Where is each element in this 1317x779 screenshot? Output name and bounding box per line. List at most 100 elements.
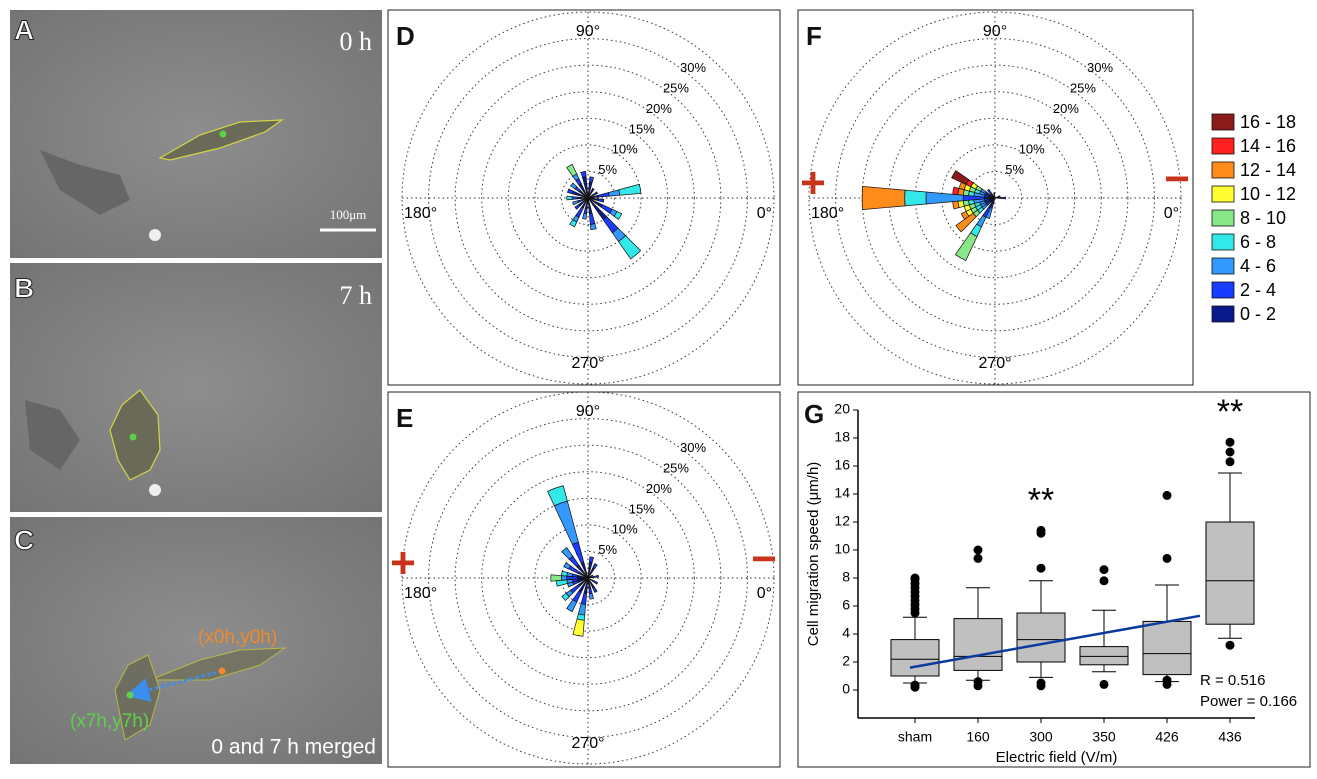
r-tick-label: 5%	[598, 162, 617, 177]
r-tick-label: 20%	[646, 481, 672, 496]
legend-label: 8 - 10	[1240, 208, 1286, 228]
flier	[974, 554, 983, 563]
box	[1206, 522, 1254, 624]
wedge	[952, 171, 969, 185]
wedge	[598, 192, 609, 197]
r-tick-label: 20%	[1053, 101, 1079, 116]
wedge	[618, 236, 640, 259]
legend-label: 16 - 18	[1240, 112, 1296, 132]
micrograph	[10, 263, 382, 512]
wedge	[573, 201, 579, 205]
angle-label: 270°	[571, 355, 604, 372]
r-tick-label: 30%	[1087, 60, 1113, 75]
wedge	[562, 571, 568, 576]
debris	[149, 229, 161, 241]
x-tick-label: sham	[898, 729, 932, 745]
y-tick-label: 10	[834, 541, 850, 557]
legend-swatch	[1212, 258, 1234, 274]
wedge	[589, 213, 594, 224]
significance: **	[1028, 481, 1054, 519]
wedge	[572, 197, 577, 200]
flier	[1226, 438, 1235, 447]
x-tick-label: 160	[966, 729, 990, 745]
r-tick-label: 30%	[680, 440, 706, 455]
box	[1080, 647, 1128, 665]
stat-label: Power = 0.166	[1200, 693, 1297, 710]
legend-swatch	[1212, 162, 1234, 178]
x-axis-label: Electric field (V/m)	[996, 749, 1118, 766]
end-label: (x7h,y7h)	[70, 711, 149, 732]
y-tick-label: 8	[842, 569, 850, 585]
y-tick-label: 16	[834, 457, 850, 473]
angle-label: 90°	[576, 403, 600, 420]
panel-label: F	[806, 21, 822, 51]
wedge	[592, 587, 597, 593]
y-tick-label: 18	[834, 429, 850, 445]
legend-label: 14 - 16	[1240, 136, 1296, 156]
wedge	[567, 189, 573, 194]
flier	[1100, 565, 1109, 574]
wedge	[567, 164, 577, 176]
flier	[1037, 564, 1046, 573]
legend-label: 2 - 4	[1240, 280, 1276, 300]
r-tick-label: 5%	[1005, 162, 1024, 177]
legend-swatch	[1212, 234, 1234, 250]
legend-swatch	[1212, 282, 1234, 298]
start-label: (x0h,y0h)	[198, 627, 277, 648]
start-point	[219, 668, 226, 675]
micrograph	[10, 10, 382, 258]
angle-label: 270°	[571, 735, 604, 752]
legend-label: 12 - 14	[1240, 160, 1296, 180]
box	[954, 619, 1002, 671]
panel-c: (x0h,y0h) (x7h,y7h) 0 and 7 h merged C	[10, 517, 382, 764]
flier	[911, 574, 920, 583]
wedge	[581, 172, 586, 178]
wedge	[609, 190, 620, 196]
x-tick-label: 350	[1092, 729, 1116, 745]
caption: 0 and 7 h merged	[211, 736, 376, 759]
wedge	[590, 224, 596, 230]
wedge	[554, 501, 578, 544]
wedge	[575, 204, 581, 209]
wedge	[955, 233, 977, 261]
angle-label: 0°	[757, 585, 772, 602]
time-label: 0 h	[340, 27, 373, 56]
time-label: 7 h	[340, 281, 373, 310]
flier	[1100, 576, 1109, 585]
pole-sign: −	[1164, 155, 1190, 204]
panel-label: E	[396, 403, 413, 433]
r-tick-label: 25%	[663, 81, 689, 96]
legend-label: 10 - 12	[1240, 184, 1296, 204]
r-tick-label: 15%	[629, 501, 655, 516]
r-tick-label: 15%	[629, 121, 655, 136]
y-tick-label: 4	[842, 625, 850, 641]
wedge	[589, 588, 592, 594]
flier	[974, 677, 983, 686]
wedge	[592, 192, 597, 196]
flier	[1100, 680, 1109, 689]
wedge	[1000, 197, 1005, 199]
r-tick-label: 10%	[612, 522, 638, 537]
pole-sign: −	[751, 535, 777, 584]
legend-label: 0 - 2	[1240, 304, 1276, 324]
stat-label: R = 0.516	[1200, 672, 1265, 689]
y-tick-label: 6	[842, 597, 850, 613]
flier	[1163, 554, 1172, 563]
panel-label: G	[804, 399, 824, 429]
angle-label: 0°	[1164, 205, 1179, 222]
wedge	[584, 208, 587, 214]
r-tick-label: 25%	[663, 461, 689, 476]
panel-b: B 7 h	[10, 263, 382, 512]
wedge	[589, 557, 593, 563]
wedge	[598, 199, 604, 202]
wedge	[905, 190, 927, 206]
r-tick-label: 15%	[1036, 121, 1062, 136]
y-tick-label: 14	[834, 485, 850, 501]
figure: 100μm A 0 h B 7 h (x0h,y0h) (x7h,y7h) 0 …	[0, 0, 1317, 774]
angle-label: 90°	[983, 23, 1007, 40]
panel-label: C	[14, 524, 34, 555]
flier	[974, 546, 983, 555]
centroid	[130, 434, 137, 441]
wedge	[567, 196, 572, 200]
wedge	[564, 563, 571, 569]
